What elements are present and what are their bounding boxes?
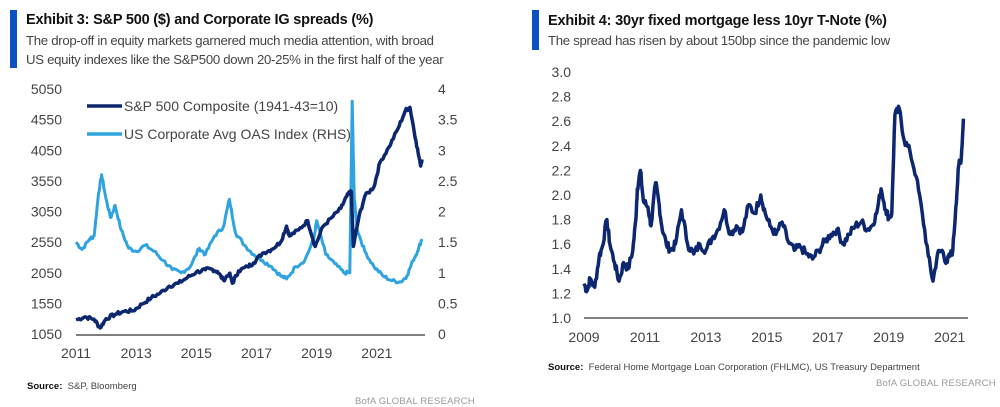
y-tick-label-right: 2.5 [438,173,458,189]
source-text: S&P, Bloomberg [67,381,137,392]
y-tick-label: 2.8 [552,89,572,105]
exhibit-3-chart: 1050 1550 2050 2550 3050 3550 4050 4550 5050 0 0.5… [31,81,458,361]
y-tick-label: 2.0 [552,187,572,203]
y-tick-label-left: 4550 [31,112,62,128]
y-tick-label: 1.0 [552,310,572,326]
y-tick-label: 1.8 [552,212,572,228]
x-tick-label: 2021 [934,329,965,345]
y-tick-label-right: 3 [438,142,446,158]
exhibit-4-brand: BofA GLOBAL RESEARCH [876,378,996,389]
exhibit-3-subtitle-line-2: US equity indexes like the S&P500 down 2… [26,52,444,67]
y-tick-label-right: 0 [438,326,446,342]
y-tick-label: 2.2 [552,162,572,178]
x-tick-label: 2019 [873,329,904,345]
exhibit-3-title: Exhibit 3: S&P 500 ($) and Corporate IG … [26,12,374,28]
legend-label-sp500: S&P 500 Composite (1941-43=10) [124,98,338,114]
source-label: Source: [548,362,584,373]
x-tick-label: 2021 [361,345,392,361]
exhibit-4-subtitle: The spread has risen by about 150bp sinc… [548,31,890,50]
title-accent-bar [532,10,539,50]
x-tick-label: 2011 [61,345,91,361]
exhibit-3-panel: Exhibit 3: S&P 500 ($) and Corporate IG … [0,0,490,407]
y-tick-label: 1.6 [552,236,572,252]
y-tick-label-right: 3.5 [438,112,458,128]
title-accent-bar [10,10,17,68]
y-tick-label: 3.0 [552,64,572,80]
y-tick-label-left: 3550 [31,173,62,189]
y-tick-label-right: 1.5 [438,234,458,250]
series-line-sp500 [75,105,424,330]
x-tick-label: 2011 [630,329,660,345]
x-tick-label: 2017 [241,345,272,361]
series-line-oas [74,99,424,285]
y-tick-label: 1.2 [552,285,572,301]
y-tick-label-right: 0.5 [438,295,458,311]
x-tick-label: 2017 [812,329,843,345]
exhibit-4-subtitle-line-1: The spread has risen by about 150bp sinc… [548,33,890,48]
x-tick-label: 2019 [301,345,332,361]
source-text: Federal Home Mortgage Loan Corporation (… [588,362,920,373]
exhibit-4-title: Exhibit 4: 30yr fixed mortgage less 10yr… [548,13,887,29]
exhibit-4-source: Source: Federal Home Mortgage Loan Corpo… [548,362,920,373]
exhibit-3-subtitle: The drop-off in equity markets garnered … [26,31,444,69]
x-tick-label: 2013 [121,345,152,361]
legend-label-oas: US Corporate Avg OAS Index (RHS) [124,126,351,142]
source-label: Source: [27,381,63,392]
x-tick-label: 2009 [568,329,599,345]
y-tick-label-left: 2550 [31,234,62,250]
y-tick-label-right: 1 [438,265,446,281]
exhibit-4-panel: Exhibit 4: 30yr fixed mortgage less 10yr… [500,0,1000,402]
y-tick-label-left: 1550 [31,295,62,311]
y-tick-label: 2.4 [552,138,572,154]
y-tick-label-right: 2 [438,204,446,220]
y-tick-label-left: 2050 [31,265,62,281]
y-tick-label: 1.4 [552,261,572,277]
y-tick-label-right: 4 [438,81,446,97]
y-tick-label-left: 3050 [31,204,62,220]
x-tick-label: 2013 [690,329,721,345]
x-tick-label: 2015 [181,345,212,361]
exhibit-3-source: Source: S&P, Bloomberg [27,381,137,392]
y-tick-label-left: 5050 [31,81,62,97]
exhibit-3-subtitle-line-1: The drop-off in equity markets garnered … [26,33,434,48]
y-tick-label: 2.6 [552,113,572,129]
y-tick-label-left: 4050 [31,142,62,158]
x-tick-label: 2015 [751,329,782,345]
y-tick-label-left: 1050 [31,326,62,342]
series-line-mortgage-spread [582,104,966,294]
exhibit-4-chart: 1.0 1.2 1.4 1.6 1.8 2.0 2.2 2.4 2.6 2.8 3.0 2009 201… [552,64,968,345]
